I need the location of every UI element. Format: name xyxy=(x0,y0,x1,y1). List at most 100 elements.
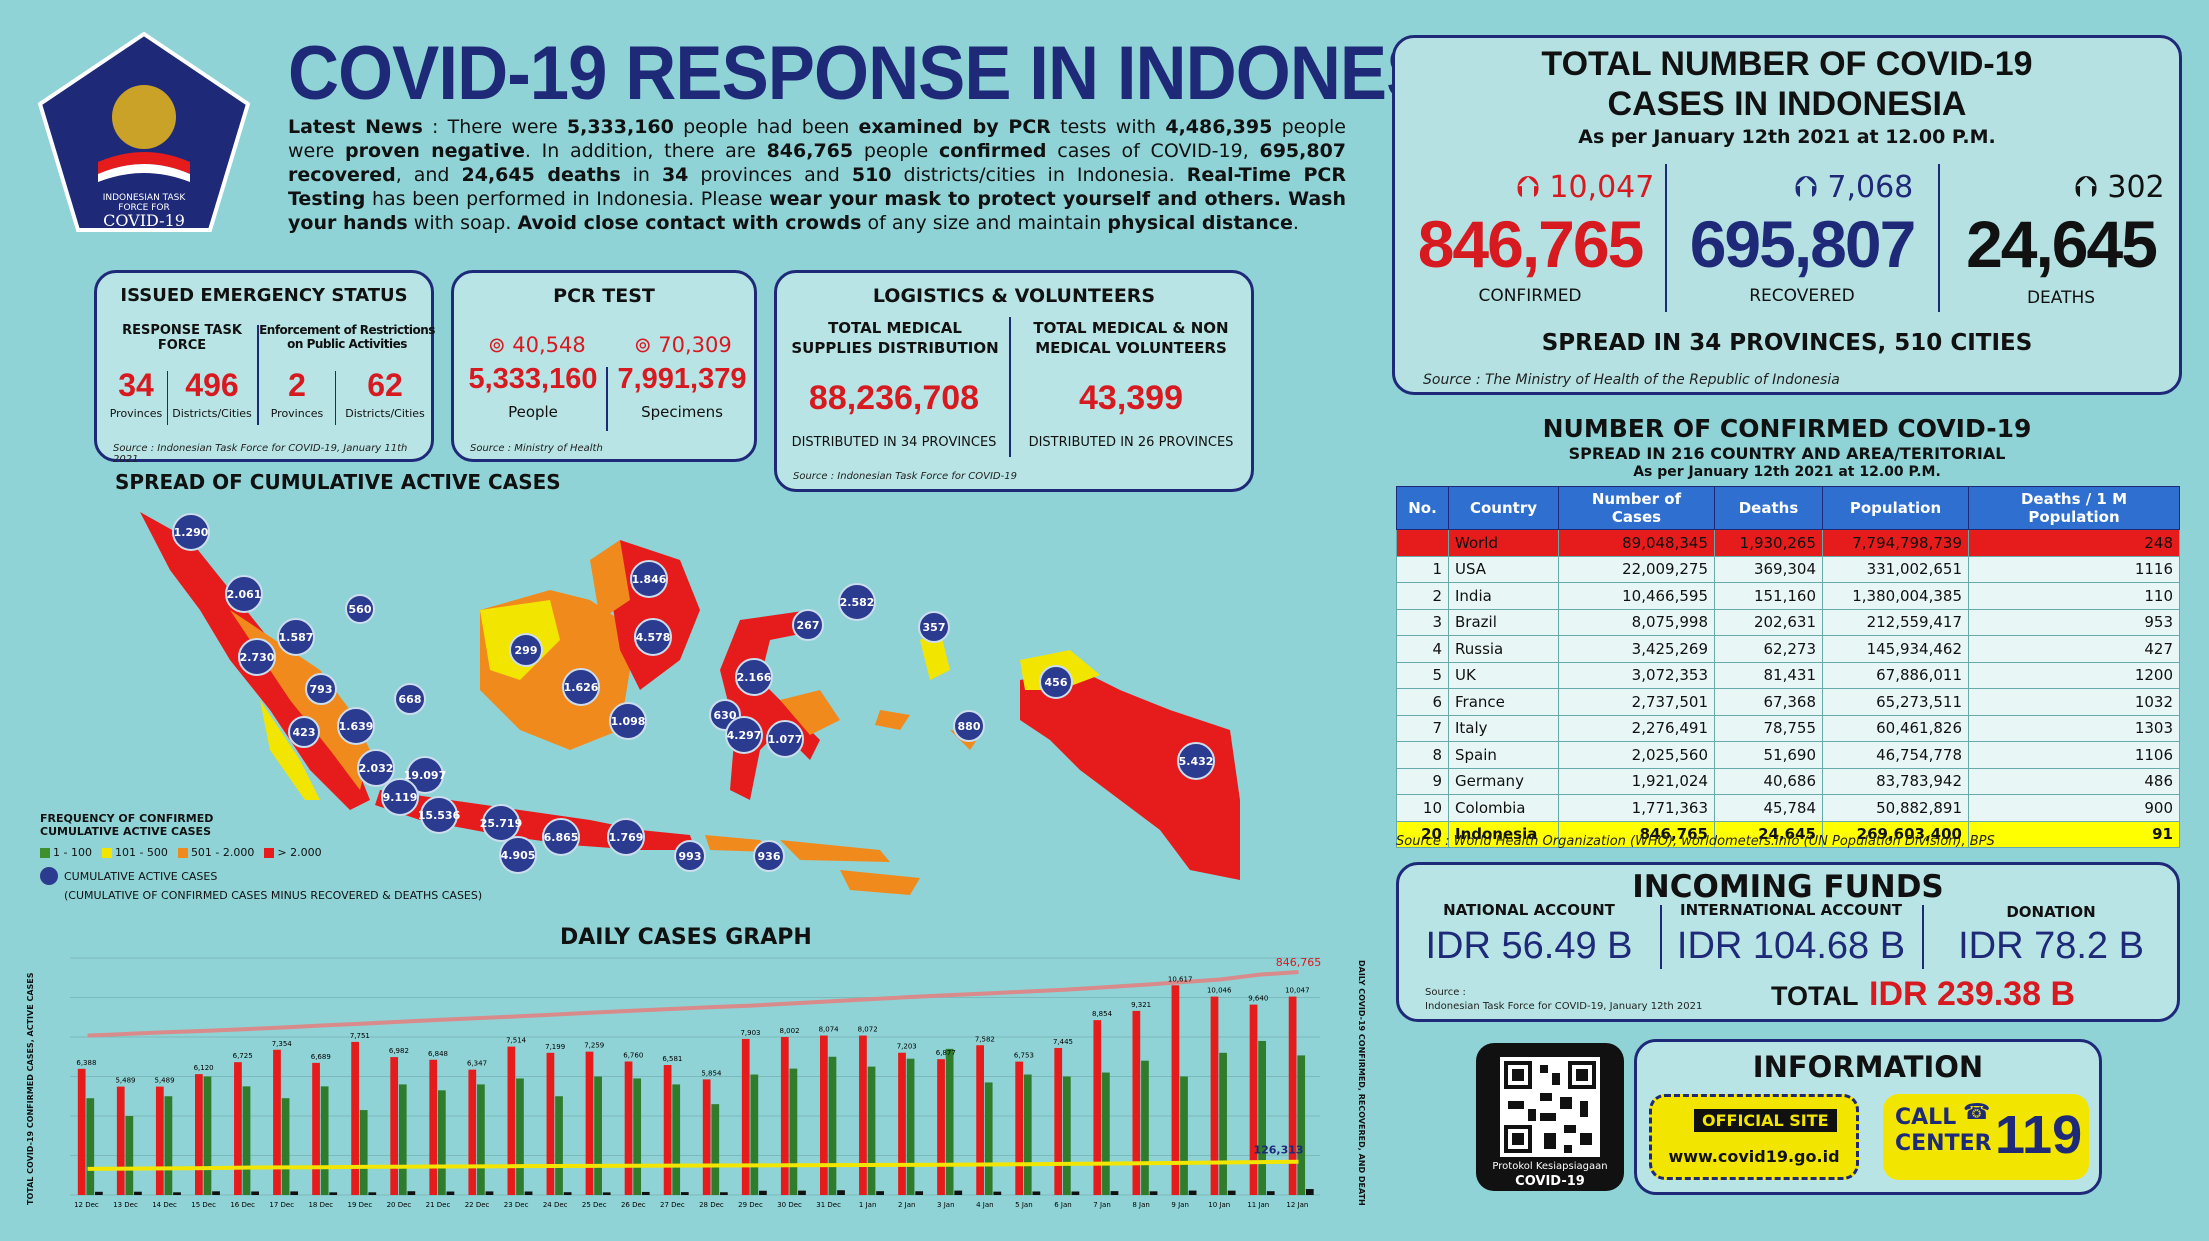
death-bar xyxy=(602,1192,611,1195)
table-cell: 89,048,345 xyxy=(1558,529,1715,557)
death-bar xyxy=(876,1191,884,1195)
x-tick-label: 28 Dec xyxy=(699,1201,724,1209)
recovered-bar xyxy=(281,1098,290,1195)
bar-value-label: 5,489 xyxy=(155,1077,175,1085)
table-cell: Russia xyxy=(1448,635,1559,663)
totals-title-1: TOTAL NUMBER OF COVID-19 xyxy=(1541,45,2033,83)
table-row: 4 Russia 3,425,269 62,273 145,934,462 427 xyxy=(1396,635,2180,663)
recovered-bar xyxy=(359,1110,368,1195)
map-bubble: 993 xyxy=(674,840,706,872)
x-tick-label: 26 Dec xyxy=(621,1201,646,1209)
spread-summary: SPREAD IN 34 PROVINCES, 510 CITIES xyxy=(1541,330,2033,356)
volunteers-head: TOTAL MEDICAL & NON MEDICAL VOLUNTEERS xyxy=(1033,319,1229,357)
table-cell: 110 xyxy=(1968,582,2180,610)
bar-value-label: 10,046 xyxy=(1207,987,1232,995)
erpa-provinces-value: 2 xyxy=(288,367,306,403)
pcr-people-label: People xyxy=(508,403,558,421)
legend-item: > 2.000 xyxy=(264,846,322,859)
table-cell: 7,794,798,739 xyxy=(1822,529,1969,557)
garuda-icon xyxy=(112,85,176,149)
bar-value-label: 6,388 xyxy=(76,1059,96,1067)
table-cell: 3,425,269 xyxy=(1558,635,1715,663)
totals-source: Source : The Ministry of Health of the R… xyxy=(1423,372,1840,388)
recovered-value: 695,807 xyxy=(1689,207,1917,281)
x-tick-label: 3 Jan xyxy=(937,1201,954,1209)
map-bubble: 4.578 xyxy=(634,618,672,656)
confirmed-bar xyxy=(351,1041,359,1195)
bar-value-label: 10,617 xyxy=(1168,975,1193,983)
qr-card[interactable]: Protokol Kesiapsiagaan COVID-19 xyxy=(1476,1043,1624,1191)
confirmed-bar xyxy=(624,1061,633,1195)
confirmed-bar xyxy=(312,1062,320,1195)
x-tick-label: 25 Dec xyxy=(582,1201,607,1209)
confirmed-bar xyxy=(780,1036,789,1195)
call-center-button[interactable]: CALL CENTER ☎ 119 xyxy=(1883,1094,2089,1180)
confirmed-bar xyxy=(741,1038,750,1195)
map-bubble: 357 xyxy=(918,611,950,643)
table-row: 5 UK 3,072,353 81,431 67,886,011 1200 xyxy=(1396,661,2180,689)
table-cell: UK xyxy=(1448,661,1559,689)
table-cell: 369,304 xyxy=(1714,555,1823,583)
recovered-bar xyxy=(86,1098,95,1195)
recovered-bar xyxy=(711,1104,720,1195)
pcr-people-increase: ⊚ 40,548 xyxy=(488,333,586,357)
map-bubble: 793 xyxy=(305,673,337,705)
x-tick-label: 14 Dec xyxy=(152,1201,177,1209)
world-subtitle: SPREAD IN 216 COUNTRY AND AREA/TERITORIA… xyxy=(1568,444,2006,463)
col-header: Country xyxy=(1448,486,1559,530)
up-arrow-icon: ⮉ xyxy=(1517,170,1540,205)
table-cell: 78,755 xyxy=(1714,714,1823,742)
table-cell: 45,784 xyxy=(1714,794,1823,822)
official-site-link[interactable]: OFFICIAL SITE www.covid19.go.id xyxy=(1649,1094,1859,1180)
legend-items: 1 - 100 101 - 500 501 - 2.000 > 2.000 xyxy=(40,846,482,859)
recovered-bar xyxy=(1180,1076,1188,1195)
pcr-source: Source : Ministry of Health xyxy=(470,443,603,454)
deaths-value: 24,645 xyxy=(1966,207,2158,281)
x-tick-label: 29 Dec xyxy=(738,1201,763,1209)
rtf-provinces-value: 34 xyxy=(118,367,154,403)
emergency-status-panel: ISSUED EMERGENCY STATUS RESPONSE TASK FO… xyxy=(94,270,435,465)
map-bubble: 560 xyxy=(345,594,375,624)
table-cell: 953 xyxy=(1968,608,2180,636)
map-bubble: 1.639 xyxy=(337,707,375,745)
recovered-bar xyxy=(203,1076,212,1195)
bar-value-label: 7,903 xyxy=(740,1029,760,1037)
up-arrow-icon: ⮉ xyxy=(1795,170,1818,205)
call-label-1: CALL xyxy=(1895,1105,1957,1130)
map-bubble: 299 xyxy=(509,633,543,667)
recovered-bar xyxy=(672,1084,681,1195)
bar-value-label: 8,072 xyxy=(858,1026,878,1034)
rtf-districts-value: 496 xyxy=(185,367,239,403)
death-bar xyxy=(1266,1191,1275,1195)
map-bubble: 15.536 xyxy=(418,796,460,834)
recovered-bar xyxy=(398,1084,407,1195)
map-bubble: 2.582 xyxy=(838,583,876,621)
deaths-label: DEATHS xyxy=(2026,288,2096,308)
information-title: INFORMATION xyxy=(1752,1050,1984,1084)
confirmed-bar xyxy=(898,1052,906,1195)
totals-title-2: CASES IN INDONESIA xyxy=(1607,85,1967,123)
table-row: 10 Colombia 1,771,363 45,784 50,882,891 900 xyxy=(1396,794,2180,822)
bar-value-label: 7,259 xyxy=(584,1042,604,1050)
bar-value-label: 8,074 xyxy=(819,1026,840,1034)
graph-ylabel-left: TOTAL COVID-19 CONFIRMED CASES, ACTIVE C… xyxy=(26,972,35,1205)
confirmed-bar xyxy=(585,1051,594,1195)
confirmed-bar xyxy=(1171,985,1180,1195)
death-bar xyxy=(1305,1189,1314,1195)
death-bar xyxy=(641,1191,650,1195)
deaths-increase: ⮉ 302 xyxy=(2075,170,2165,205)
col-header: No. xyxy=(1396,486,1449,530)
table-cell: 486 xyxy=(1968,767,2180,795)
map-bubble: 2.061 xyxy=(225,575,263,613)
funds-title: INCOMING FUNDS xyxy=(1632,869,1944,905)
funds-panel: INCOMING FUNDS NATIONAL ACCOUNT INTERNAT… xyxy=(1396,862,2180,1022)
confirmed-bar xyxy=(390,1057,399,1195)
table-cell: 6 xyxy=(1396,688,1449,716)
map-legend: FREQUENCY OF CONFIRMED CUMULATIVE ACTIVE… xyxy=(40,812,482,902)
pcr-people-value: 5,333,160 xyxy=(468,363,598,395)
table-cell: 151,160 xyxy=(1714,582,1823,610)
world-as-per: As per January 12th 2021 at 12.00 P.M. xyxy=(1633,464,1941,480)
confirmed-bar xyxy=(859,1035,867,1195)
table-cell: 269,603,400 xyxy=(1822,820,1969,848)
bar-value-label: 5,489 xyxy=(115,1077,135,1085)
